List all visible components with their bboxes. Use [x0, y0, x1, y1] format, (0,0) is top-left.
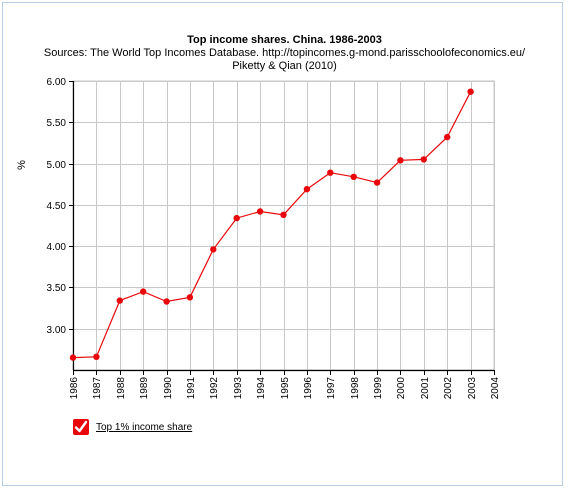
y-tick-label: 5.50 [47, 118, 67, 129]
y-tick-label: 3.50 [47, 283, 67, 294]
x-tick-label: 1990 [163, 377, 174, 400]
x-tick-label: 1987 [92, 377, 103, 400]
plot-area [72, 80, 495, 371]
data-point [303, 186, 311, 193]
data-point [373, 179, 381, 186]
y-tick-labels: 3.00 3.50 4.00 4.50 5.00 5.50 6.00 [47, 77, 67, 336]
y-tick-label: 6.00 [47, 77, 67, 88]
data-point [210, 246, 217, 253]
chart-frame [2, 2, 563, 486]
x-tick-label: 1995 [280, 377, 291, 400]
data-point [233, 214, 240, 222]
data-point [163, 298, 170, 305]
series-layer [69, 88, 474, 361]
data-point [116, 297, 124, 304]
data-point [93, 353, 100, 360]
x-tick-label: 1991 [186, 377, 197, 400]
x-tick-label: 1993 [233, 377, 244, 400]
x-tick-label: 1994 [256, 377, 267, 400]
x-tick-label: 1999 [373, 377, 384, 400]
data-point [444, 133, 451, 141]
data-point [350, 173, 357, 180]
y-tick-label: 3.00 [47, 325, 67, 336]
chart-subtitle-line2: Piketty & Qian (2010) [232, 60, 337, 72]
x-tick-label: 1998 [350, 377, 361, 400]
checkbox-checked-icon[interactable] [73, 419, 89, 435]
chart-title: Top income shares. China. 1986-2003 [187, 34, 382, 46]
x-tick-label: 2003 [467, 377, 478, 400]
x-tick-label: 1997 [326, 377, 337, 400]
data-point [69, 354, 77, 361]
chart-titles: Top income shares. China. 1986-2003 Sour… [0, 33, 569, 73]
y-tick-label: 4.50 [47, 201, 67, 212]
x-tick-label: 2001 [420, 377, 431, 400]
x-tick-label: 1992 [209, 377, 220, 400]
x-tick-label: 1996 [303, 377, 314, 400]
x-tick-label: 1988 [116, 377, 127, 400]
x-tick-label: 1986 [69, 377, 80, 400]
data-point [280, 211, 287, 218]
data-point [467, 88, 474, 95]
grid [72, 80, 495, 371]
data-point [397, 157, 404, 164]
data-point [420, 156, 427, 163]
data-point [327, 169, 334, 176]
y-axis-label: % [16, 160, 28, 170]
axes [69, 81, 495, 375]
x-tick-labels: 1986 1987 1988 1989 1990 1991 1992 1993 1994 1995… [69, 377, 501, 400]
y-tick-label: 4.00 [47, 242, 67, 253]
y-tick-label: 5.00 [47, 160, 67, 171]
data-point [256, 208, 264, 215]
legend-label[interactable]: Top 1% income share [96, 421, 193, 433]
x-tick-label: 2002 [443, 377, 454, 400]
chart-subtitle-line1: Sources: The World Top Incomes Database.… [43, 47, 526, 59]
x-tick-label: 2004 [490, 377, 501, 400]
x-tick-label: 1989 [139, 377, 150, 400]
legend-item-top1[interactable]: Top 1% income share [73, 419, 192, 435]
data-point [140, 288, 147, 295]
data-point [186, 294, 194, 301]
series-line [72, 91, 472, 359]
x-tick-label: 2000 [396, 377, 407, 400]
